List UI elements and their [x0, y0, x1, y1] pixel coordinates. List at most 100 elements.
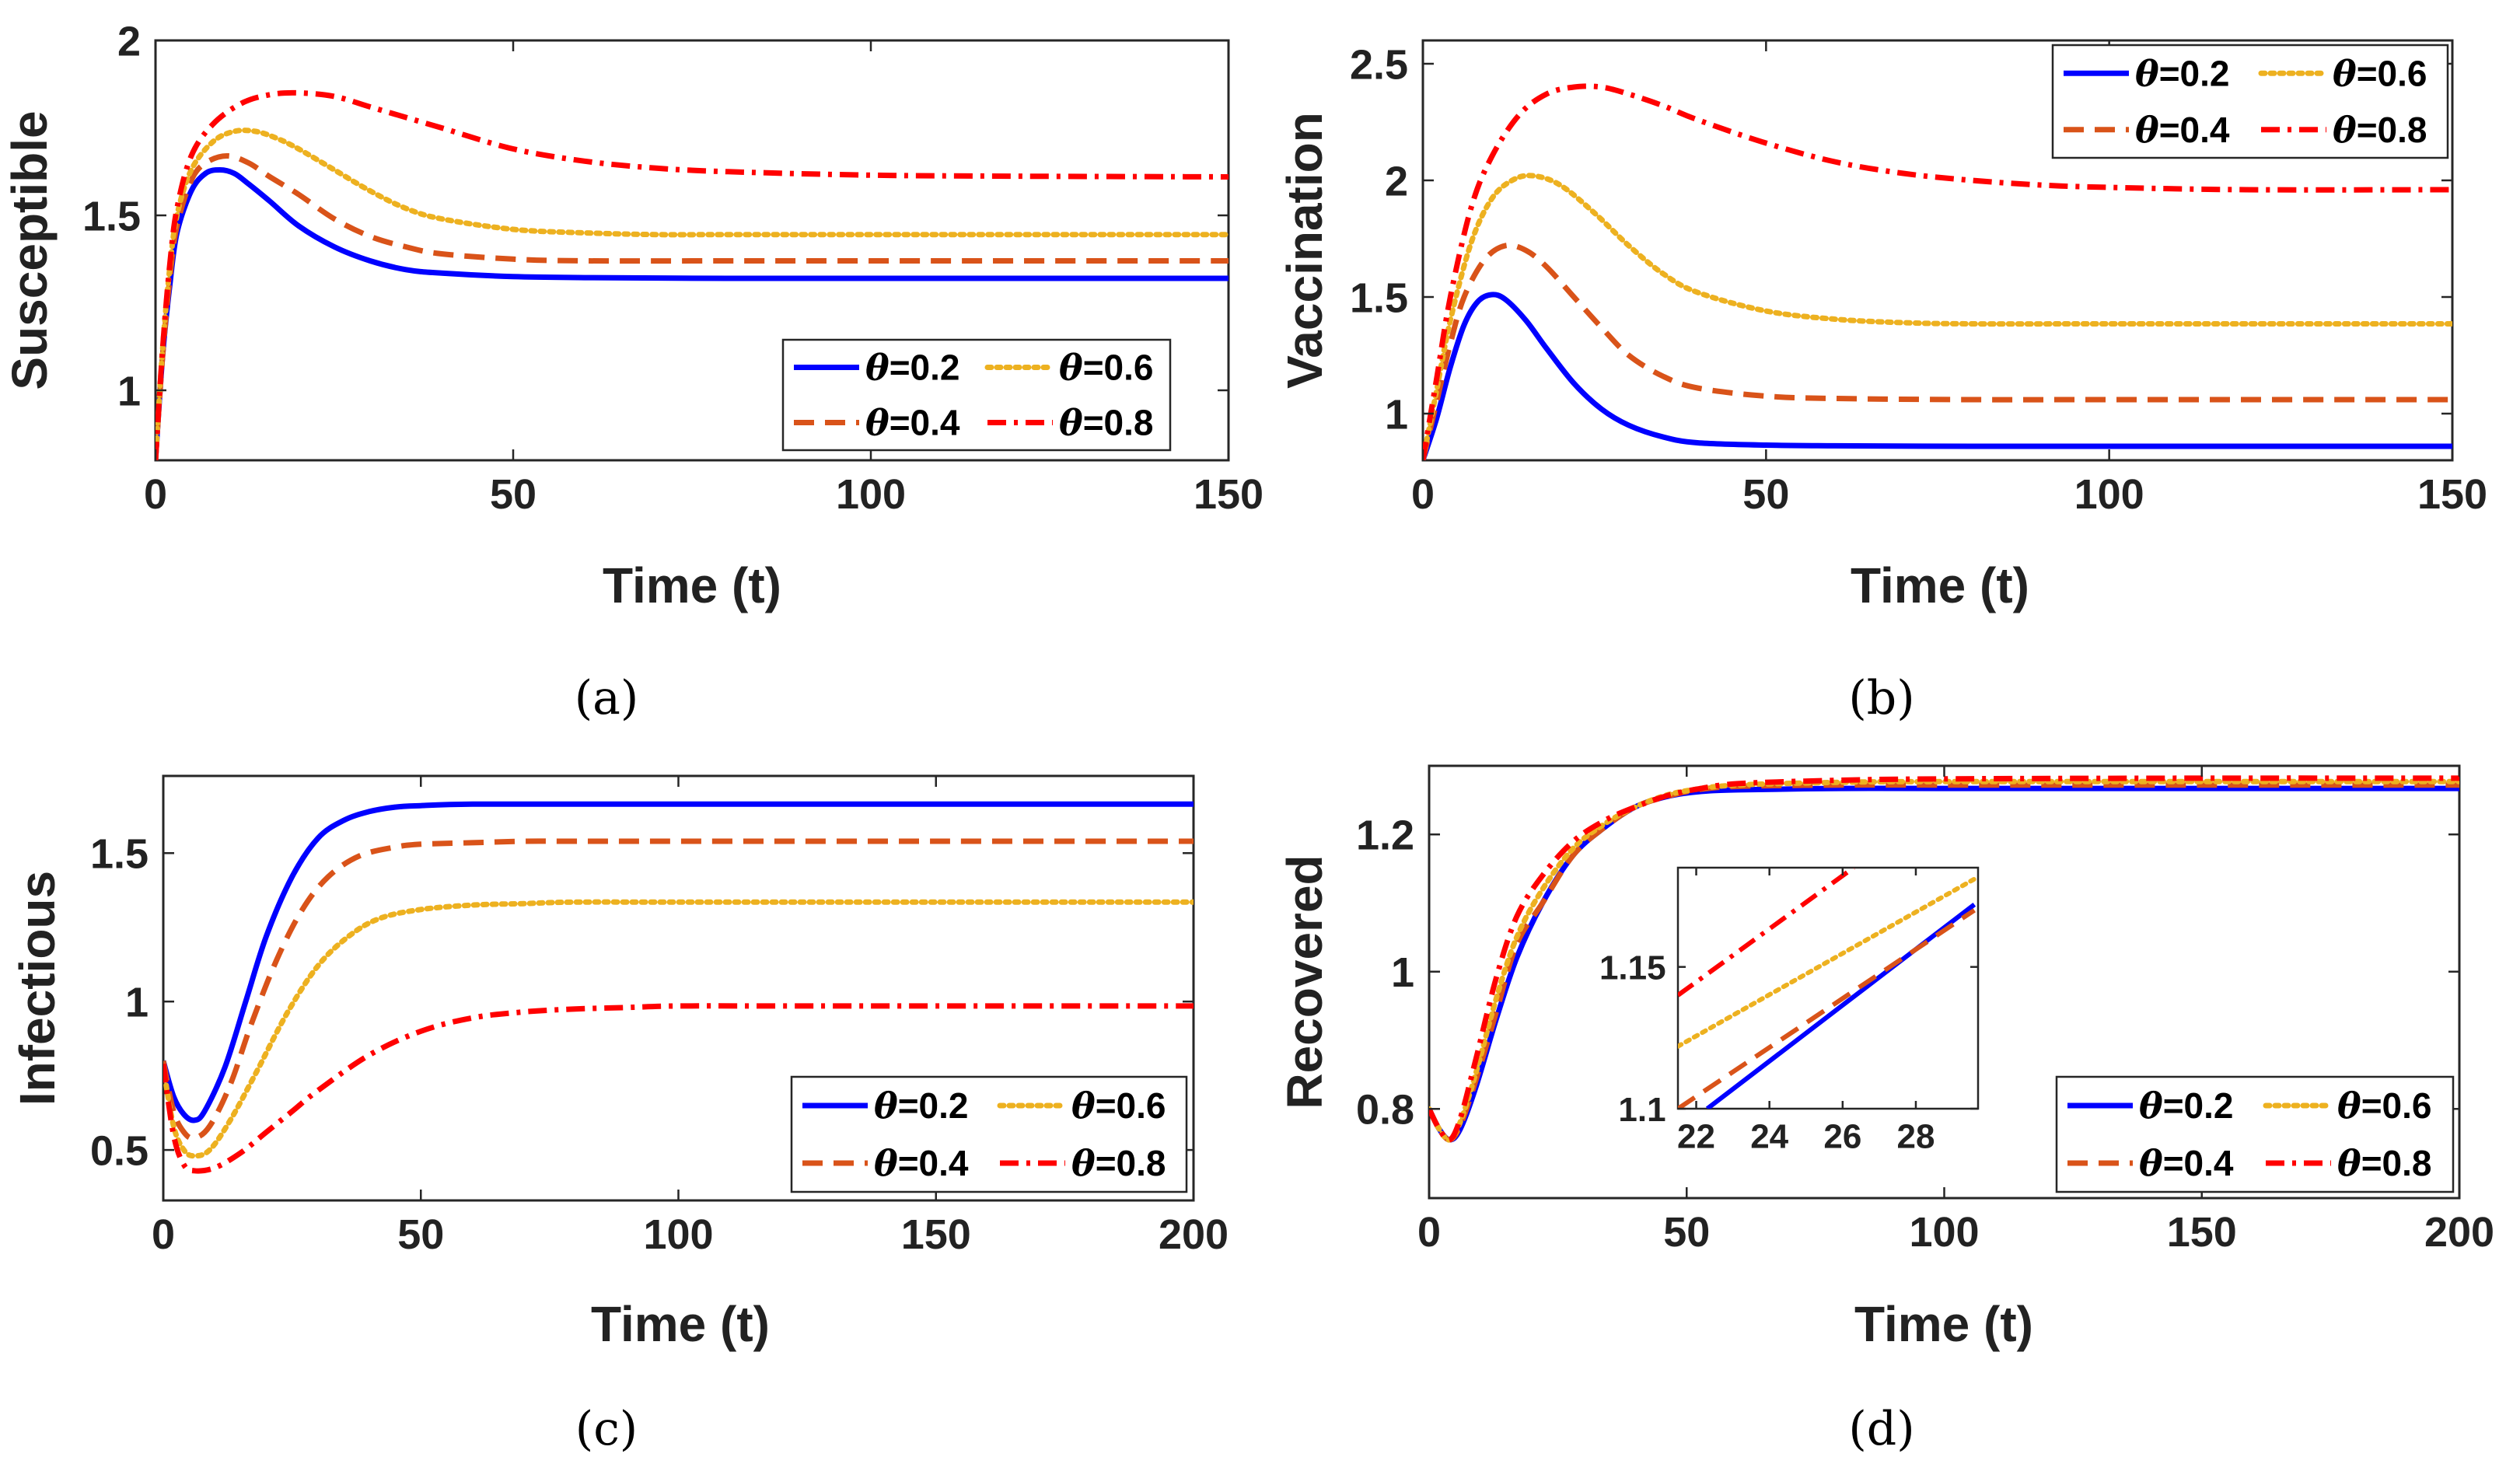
panel-a-axes-box: [154, 39, 1230, 462]
panel-d-inset-ticks: 22 24 26 28 1.1 1.15: [1599, 868, 1978, 1156]
panel-d-inset-xtick-label: 24: [1750, 1118, 1788, 1156]
panel-d-inset-box: [1676, 866, 1980, 1110]
panel-b-legend-label-0-8: θ=0.8: [2333, 109, 2427, 151]
panel-d-ticks: 0 50 100 150 200 0.8 1 1.2: [1356, 766, 2494, 1256]
panel-a-legend-box: [781, 338, 1172, 452]
panel-c-series-theta-0-2: [163, 801, 1194, 1123]
panel-d-inset-series-layer: [1678, 868, 1977, 1109]
panel-c-legend: θ=0.2 θ=0.6 θ=0.4 θ=0.8: [790, 1075, 1188, 1193]
panel-d-ytick-label: 1: [1391, 949, 1414, 996]
panel-b-series-layer: [1423, 83, 2452, 460]
panel-b-xtick-label: 0: [1411, 471, 1435, 518]
panel-a-xtick-label: 150: [1194, 471, 1263, 518]
panel-d-inset: 22 24 26 28 1.1 1.15: [1599, 866, 1980, 1156]
panel-b-legend-label-0-6: θ=0.6: [2333, 52, 2427, 94]
panel-a-series-theta-0-8: [156, 89, 1229, 460]
panel-a-ytick-label: 2: [117, 18, 141, 65]
panel-b-ytick-label: 2: [1385, 158, 1408, 204]
panel-d-inset-series-theta-0-8: [1678, 868, 1855, 998]
panel-d-xtick-label: 200: [2424, 1209, 2494, 1256]
panel-c-series-theta-0-6: [163, 899, 1194, 1159]
panel-a-legend-label-0-4: θ=0.4: [865, 402, 960, 444]
panel-d-legend-box: [2055, 1075, 2455, 1193]
panel-c-xlabel: Time (t): [591, 1296, 770, 1352]
panel-b-xtick-label: 150: [2417, 471, 2487, 518]
panel-d-inset-ytick-label: 1.15: [1599, 949, 1666, 987]
panel-d-xlabel: Time (t): [1854, 1296, 2033, 1352]
panel-c-series-layer: [163, 801, 1194, 1174]
panel-d-legend-label-0-6: θ=0.6: [2337, 1085, 2432, 1127]
panel-a-xtick-label: 100: [836, 471, 906, 518]
panel-a: 0 50 100 150 1 1.5 2 Time (t) Susceptible θ=0.…: [2, 18, 1263, 725]
panel-a-legend-label-0-6: θ=0.6: [1059, 347, 1154, 389]
panel-d-inset-ytick-label: 1.1: [1618, 1091, 1665, 1129]
panel-d-legend-label-0-2: θ=0.2: [2139, 1085, 2234, 1127]
panel-c-caption: (c): [575, 1402, 638, 1456]
panel-b-caption: (b): [1848, 671, 1914, 725]
panel-c-series-theta-0-8: [163, 1003, 1194, 1174]
panel-d-legend-label-0-4: θ=0.4: [2139, 1142, 2234, 1184]
panel-b: 0 50 100 150 1 1.5 2 2.5 Time (t) Vaccination θ…: [1277, 39, 2487, 725]
panel-c-xtick-label: 150: [901, 1211, 971, 1258]
panel-c-xtick-label: 100: [643, 1211, 713, 1258]
panel-c-ytick-label: 1: [125, 980, 149, 1026]
panel-b-ticks: 0 50 100 150 1 1.5 2 2.5: [1350, 40, 2487, 518]
panel-b-series-theta-0-4: [1423, 242, 2452, 460]
panel-b-legend-label-0-4: θ=0.4: [2135, 109, 2230, 151]
panel-c-legend-label-0-4: θ=0.4: [874, 1142, 969, 1184]
panel-d-xtick-label: 100: [1909, 1209, 1979, 1256]
panel-c-legend-label-0-6: θ=0.6: [1071, 1085, 1166, 1127]
panel-c-ytick-label: 0.5: [90, 1128, 149, 1175]
panel-d-series-theta-0-8: [1429, 775, 2459, 1143]
panel-c-xtick-label: 0: [152, 1211, 175, 1258]
panel-c-ytick-label: 1.5: [90, 831, 149, 878]
panel-c-legend-box: [790, 1075, 1188, 1193]
panel-a-ylabel: Susceptible: [2, 110, 58, 390]
panel-c-ylabel: Infectious: [9, 871, 65, 1106]
panel-b-xtick-label: 50: [1742, 471, 1789, 518]
panel-b-xtick-label: 100: [2074, 471, 2144, 518]
panel-a-legend-label-0-2: θ=0.2: [865, 347, 960, 389]
panel-a-xlabel: Time (t): [603, 557, 781, 613]
panel-d-xtick-label: 50: [1663, 1209, 1710, 1256]
panel-b-legend: θ=0.2 θ=0.6 θ=0.4 θ=0.8: [2051, 44, 2449, 159]
panel-c-legend-label-0-2: θ=0.2: [874, 1085, 969, 1127]
panel-a-caption: (a): [575, 671, 639, 725]
panel-d-inset-series-theta-0-4: [1678, 908, 1976, 1109]
panel-a-ytick-label: 1.5: [82, 193, 141, 239]
panel-b-legend-label-0-2: θ=0.2: [2135, 52, 2230, 94]
panel-d-xtick-label: 150: [2167, 1209, 2237, 1256]
panel-a-xtick-label: 50: [490, 471, 537, 518]
panel-b-legend-box: [2051, 44, 2449, 159]
panel-d-caption: (d): [1848, 1402, 1914, 1456]
panel-d-ytick-label: 0.8: [1356, 1087, 1414, 1134]
panel-b-series-theta-0-6: [1423, 173, 2452, 460]
panel-b-ytick-label: 1: [1385, 391, 1408, 438]
panel-b-series-theta-0-8: [1423, 83, 2452, 460]
panel-a-series-layer: [156, 89, 1229, 460]
panel-d-inset-xtick-label: 26: [1823, 1118, 1861, 1156]
panel-d-series-layer: [1429, 775, 2459, 1143]
panel-a-ytick-label: 1: [117, 368, 141, 414]
panel-a-ticks: 0 50 100 150 1 1.5 2: [82, 18, 1263, 518]
panel-b-ylabel: Vaccination: [1277, 112, 1333, 389]
panel-d-inset-xtick-label: 22: [1677, 1118, 1715, 1156]
panel-d-xtick-label: 0: [1417, 1209, 1441, 1256]
panel-b-series-theta-0-2: [1423, 292, 2452, 460]
panel-d-ytick-label: 1.2: [1356, 812, 1414, 859]
panel-b-axes-box: [1421, 39, 2454, 462]
panel-d-legend-label-0-8: θ=0.8: [2337, 1142, 2432, 1184]
panel-b-xlabel: Time (t): [1851, 557, 2029, 613]
panel-a-legend-label-0-8: θ=0.8: [1059, 402, 1154, 444]
panel-c-xtick-label: 200: [1159, 1211, 1229, 1258]
panel-a-xtick-label: 0: [144, 471, 167, 518]
panel-d-inset-series-theta-0-2: [1705, 903, 1977, 1109]
panel-c-legend-label-0-8: θ=0.8: [1071, 1142, 1166, 1184]
panel-d: 0 50 100 150 200 0.8 1 1.2 Time (t) Recovered θ…: [1277, 764, 2494, 1456]
panel-d-ylabel: Recovered: [1277, 854, 1333, 1109]
panel-d-legend: θ=0.2 θ=0.6 θ=0.4 θ=0.8: [2055, 1075, 2455, 1193]
panel-c-xtick-label: 50: [397, 1211, 444, 1258]
